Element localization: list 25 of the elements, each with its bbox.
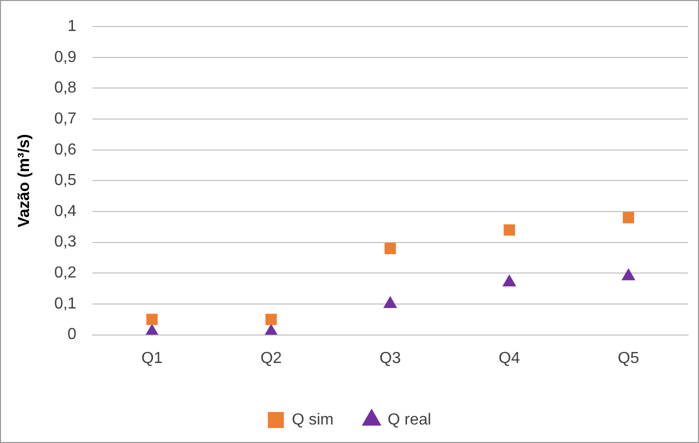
x-tick-label: Q1 [141, 350, 163, 367]
y-tick-label: 0,1 [54, 295, 77, 312]
y-axis-title: Vazão (m³/s) [16, 134, 34, 228]
x-tick-label: Q2 [260, 350, 282, 367]
point [383, 296, 398, 308]
x-tick-label: Q5 [618, 350, 640, 367]
legend-label: Q real [388, 411, 432, 428]
y-tick-label: 0,4 [54, 202, 77, 220]
y-tick-label: 0,3 [54, 234, 77, 251]
y-tick-label: 1 [68, 18, 77, 36]
y-tick-label: 0,9 [54, 48, 77, 66]
x-tick-label: Q3 [380, 350, 401, 367]
y-tick-label: 0,5 [54, 172, 77, 190]
y-tick-label: 0,2 [54, 264, 77, 282]
x-tick-label: Q4 [498, 350, 520, 367]
point [502, 274, 516, 286]
y-tick-label: 0 [68, 326, 77, 344]
y-tick-label: 0,6 [54, 141, 77, 158]
point [384, 242, 396, 254]
y-tick-label: 0,8 [54, 80, 77, 97]
point [622, 268, 636, 280]
y-tick-label: 0,7 [54, 110, 77, 128]
legend-label: Q sim [292, 411, 334, 428]
point [622, 212, 634, 224]
point [504, 224, 515, 236]
